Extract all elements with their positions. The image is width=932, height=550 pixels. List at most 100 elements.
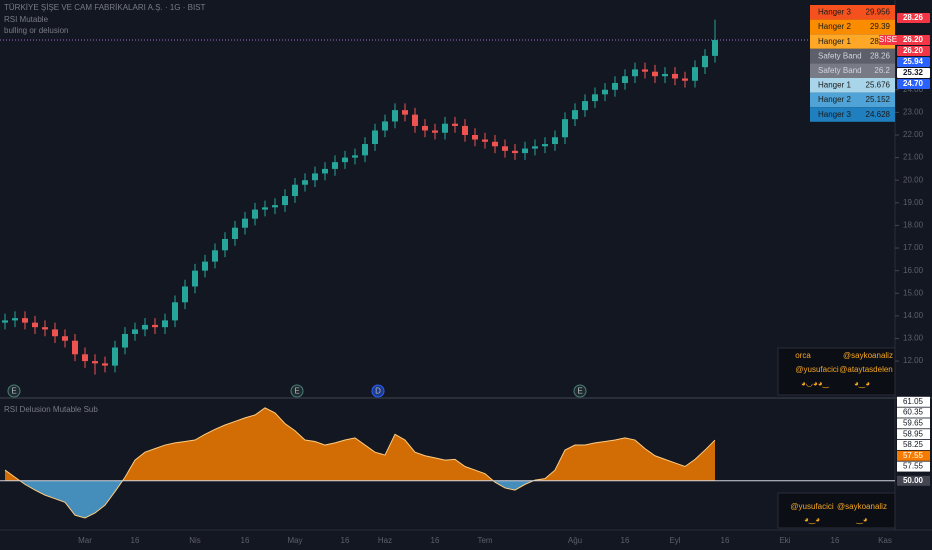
rsi-area-below — [19, 480, 534, 518]
candle-body — [22, 318, 28, 323]
candle-body — [192, 270, 198, 287]
price-tag — [897, 79, 930, 90]
candle-body — [52, 329, 58, 337]
band-value: 24.628 — [866, 110, 891, 119]
event-marker — [573, 384, 587, 398]
candle-body — [162, 320, 168, 328]
candle-body — [42, 327, 48, 330]
candle-body — [12, 318, 18, 321]
price-tag — [897, 57, 930, 68]
x-tick-label: Tem — [477, 536, 492, 545]
y-tick-label: 15.00 — [903, 288, 924, 297]
symbol-tag: SISE — [879, 35, 897, 44]
candle-body — [662, 73, 668, 77]
candle-body — [412, 114, 418, 126]
x-tick-label: 16 — [341, 536, 350, 545]
candle-body — [542, 144, 548, 147]
candle-body — [292, 184, 298, 197]
y-tick-label: 18.00 — [903, 221, 924, 230]
candle-body — [712, 40, 718, 56]
y-tick-label: 14.00 — [903, 311, 924, 320]
price-tag-label: 28.26 — [903, 13, 924, 22]
price-tag-label: 26.20 — [903, 35, 924, 44]
rsi-area-above — [5, 407, 715, 481]
symbol-tag-box — [879, 35, 897, 45]
watermark-name: @yusufacici — [790, 502, 833, 511]
candle-body — [332, 162, 338, 169]
band-value: 29.39 — [870, 22, 891, 31]
indicator-note: bulling or delusion — [4, 26, 69, 35]
candle-body — [562, 119, 568, 138]
candle-body — [482, 139, 488, 142]
y-tick-label: 23.00 — [903, 108, 924, 117]
rsi-tag — [897, 461, 930, 472]
candle-body — [152, 324, 158, 328]
candle-body — [652, 71, 658, 77]
y-tick-label: 17.00 — [903, 243, 924, 252]
x-tick-label: 16 — [241, 536, 250, 545]
candle-body — [432, 130, 438, 133]
x-tick-label: 16 — [831, 536, 840, 545]
band-name: Hanger 3 — [818, 8, 851, 17]
candle-body — [672, 73, 678, 79]
event-marker — [7, 384, 21, 398]
x-tick-label: Haz — [378, 536, 392, 545]
rsi-tag — [897, 407, 930, 418]
band-row — [810, 78, 895, 93]
candle-body — [282, 196, 288, 206]
price-tag — [897, 46, 930, 57]
rsi-tag — [897, 450, 930, 461]
band-value: 25.152 — [866, 95, 891, 104]
price-tag-label: 26.20 — [903, 46, 924, 55]
candle-body — [142, 324, 148, 330]
y-tick-label: 13.00 — [903, 334, 924, 343]
event-marker — [371, 384, 385, 398]
candle-body — [92, 361, 98, 364]
candle-body — [442, 123, 448, 133]
y-tick-label: 19.00 — [903, 198, 924, 207]
candle-body — [462, 125, 468, 135]
candle-body — [62, 336, 68, 341]
candle-body — [632, 69, 638, 77]
candle-body — [232, 227, 238, 239]
y-tick-label: 24.00 — [903, 85, 924, 94]
candle-body — [132, 329, 138, 334]
candle-body — [472, 135, 478, 140]
rsi-tag-label: 59.65 — [903, 418, 924, 427]
candle-body — [202, 261, 208, 271]
candle-body — [522, 148, 528, 154]
rsi-tag — [897, 396, 930, 407]
rsi-tag-label: 60.35 — [903, 408, 924, 417]
band-row — [810, 92, 895, 108]
watermark-name: @saykoanaliz — [837, 502, 887, 511]
band-name: Hanger 1 — [818, 81, 851, 90]
band-row — [810, 19, 895, 35]
band-value: 28.26 — [870, 51, 891, 60]
candle-body — [572, 110, 578, 120]
rsi-tag-label: 57.55 — [903, 451, 924, 460]
candle-body — [512, 150, 518, 154]
baseline-tag — [897, 475, 930, 486]
price-tag-label: 24.70 — [903, 79, 924, 88]
candle-body — [82, 354, 88, 362]
candle-body — [112, 347, 118, 366]
rsi-tag-label: 57.55 — [903, 462, 924, 471]
x-tick-label: Ağu — [568, 536, 582, 545]
rsi-tag-label: 58.95 — [903, 429, 924, 438]
event-label: E — [11, 387, 16, 396]
candle-body — [312, 173, 318, 181]
band-name: Hanger 1 — [818, 37, 851, 46]
candle-body — [362, 144, 368, 156]
band-row — [810, 48, 895, 64]
watermark-name: @yusufacici — [795, 365, 838, 374]
rsi-tag-label: 58.25 — [903, 440, 924, 449]
band-row — [810, 63, 895, 78]
candle-body — [262, 207, 268, 210]
price-tag — [897, 35, 930, 46]
x-tick-label: 16 — [721, 536, 730, 545]
candle-body — [222, 239, 228, 251]
watermark-box — [777, 347, 896, 396]
sub-title: RSI Delusion Mutable Sub — [4, 405, 98, 414]
x-tick-label: Eki — [779, 536, 790, 545]
